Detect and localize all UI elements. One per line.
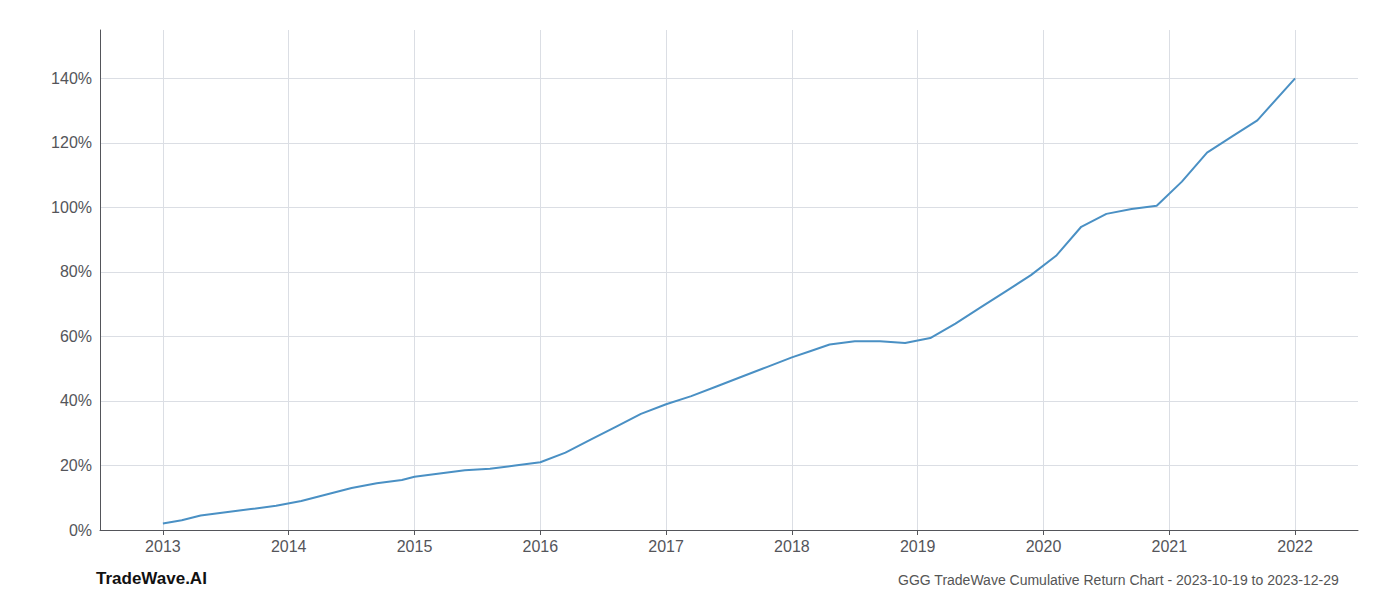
svg-text:60%: 60% <box>60 328 92 345</box>
svg-text:2021: 2021 <box>1152 538 1188 555</box>
svg-text:GGG TradeWave Cumulative Retur: GGG TradeWave Cumulative Return Chart - … <box>898 572 1339 588</box>
svg-text:2022: 2022 <box>1277 538 1313 555</box>
svg-text:2015: 2015 <box>397 538 433 555</box>
svg-text:120%: 120% <box>51 134 92 151</box>
svg-text:2013: 2013 <box>145 538 181 555</box>
svg-text:2016: 2016 <box>523 538 559 555</box>
svg-text:100%: 100% <box>51 199 92 216</box>
svg-text:0%: 0% <box>69 522 92 539</box>
svg-text:2020: 2020 <box>1026 538 1062 555</box>
svg-text:140%: 140% <box>51 70 92 87</box>
svg-text:2018: 2018 <box>774 538 810 555</box>
svg-text:40%: 40% <box>60 392 92 409</box>
svg-text:20%: 20% <box>60 457 92 474</box>
svg-text:2017: 2017 <box>648 538 684 555</box>
svg-text:TradeWave.AI: TradeWave.AI <box>96 569 207 588</box>
svg-text:80%: 80% <box>60 263 92 280</box>
svg-text:2014: 2014 <box>271 538 307 555</box>
svg-text:2019: 2019 <box>900 538 936 555</box>
